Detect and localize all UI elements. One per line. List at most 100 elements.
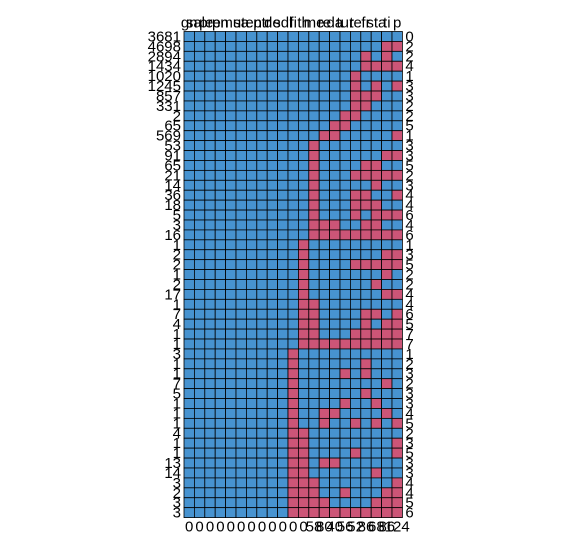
heatmap-cell: [329, 199, 341, 211]
heatmap-cell: [183, 487, 195, 499]
heatmap-cell: [391, 467, 403, 479]
heatmap-cell: [287, 90, 299, 102]
heatmap-cell: [245, 279, 258, 290]
heatmap-cell: [277, 328, 289, 340]
heatmap-cell: [245, 179, 258, 191]
row-count: 18: [164, 197, 181, 214]
heatmap-cell: [329, 31, 341, 42]
heatmap-cell: [297, 209, 310, 221]
heatmap-cell: [183, 408, 195, 419]
heatmap-cell: [318, 457, 331, 469]
heatmap-cell: [235, 269, 247, 280]
row-count: 13: [164, 455, 181, 472]
heatmap-cell: [225, 358, 237, 370]
heatmap-cell: [349, 80, 362, 92]
heatmap-cell: [183, 378, 195, 390]
heatmap-cell: [204, 120, 216, 132]
heatmap-cell: [235, 298, 247, 310]
heatmap-cell: [339, 308, 351, 320]
heatmap-cell: [339, 269, 351, 280]
heatmap-cell: [204, 179, 216, 191]
heatmap-cell: [360, 150, 372, 161]
heatmap-cell: [225, 189, 237, 201]
heatmap-cell: [183, 110, 195, 122]
heatmap-cell: [204, 378, 216, 390]
heatmap-cell: [318, 348, 331, 360]
heatmap-cell: [235, 199, 247, 211]
row-label: 5: [405, 118, 413, 135]
heatmap-cell: [308, 110, 320, 122]
heatmap-cell: [256, 269, 268, 280]
heatmap-cell: [266, 199, 279, 211]
heatmap-cell: [391, 328, 403, 340]
row-label: 4: [405, 485, 413, 502]
heatmap-cell: [204, 358, 216, 370]
heatmap-cell: [308, 90, 320, 102]
heatmap-cell: [308, 60, 320, 72]
heatmap-cell: [339, 279, 351, 290]
heatmap-cell: [235, 398, 247, 409]
column-count: 86: [378, 519, 395, 536]
heatmap-cell: [339, 477, 351, 489]
heatmap-cell: [308, 239, 320, 251]
row-count: 14: [164, 177, 181, 194]
heatmap-cell: [308, 229, 320, 241]
heatmap-cell: [193, 368, 206, 380]
heatmap-cell: [360, 289, 372, 300]
heatmap-cell: [183, 60, 195, 72]
heatmap-cell: [308, 279, 320, 290]
heatmap-cell: [349, 219, 362, 231]
row-count: 14: [164, 465, 181, 482]
heatmap-cell: [360, 90, 372, 102]
heatmap-cell: [287, 477, 299, 489]
heatmap-cell: [308, 318, 320, 330]
row-label: 3: [405, 455, 413, 472]
heatmap-cell: [318, 150, 331, 161]
column-count: 86: [358, 519, 375, 536]
heatmap-cell: [297, 378, 310, 390]
row-count: 65: [164, 118, 181, 135]
heatmap-cell: [287, 41, 299, 52]
heatmap-cell: [266, 130, 279, 142]
heatmap-cell: [349, 60, 362, 72]
row-count: 1: [173, 336, 181, 353]
heatmap-cell: [329, 150, 341, 161]
heatmap-cell: [329, 348, 341, 360]
row-count: 3: [173, 346, 181, 363]
heatmap-cell: [266, 70, 279, 82]
heatmap-cell: [214, 239, 226, 251]
row-count: 4698: [148, 38, 181, 55]
heatmap-cell: [339, 41, 351, 52]
heatmap-cell: [287, 160, 299, 171]
heatmap-cell: [349, 368, 362, 380]
heatmap-cell: [204, 318, 216, 330]
heatmap-cell: [329, 259, 341, 270]
heatmap-cell: [349, 507, 362, 518]
row-label: 6: [405, 306, 413, 323]
heatmap-cell: [256, 150, 268, 161]
column-count: 0: [299, 519, 307, 536]
row-label: 1: [405, 346, 413, 363]
heatmap-cell: [214, 50, 226, 62]
heatmap-cell: [277, 437, 289, 449]
heatmap-cell: [360, 120, 372, 132]
heatmap-cell: [235, 229, 247, 241]
heatmap-cell: [214, 100, 226, 112]
heatmap-cell: [245, 338, 258, 350]
heatmap-cell: [297, 199, 310, 211]
heatmap-cell: [183, 358, 195, 370]
heatmap-cell: [225, 487, 237, 499]
heatmap-cell: [360, 507, 372, 518]
row-count: 1: [173, 366, 181, 383]
heatmap-cell: [256, 437, 268, 449]
column-label: de: [264, 15, 281, 32]
heatmap-cell: [339, 487, 351, 499]
heatmap-cell: [256, 189, 268, 201]
heatmap-cell: [214, 130, 226, 142]
heatmap-cell: [370, 199, 383, 211]
heatmap-cell: [370, 179, 383, 191]
heatmap-cell: [193, 249, 206, 261]
row-label: 2: [405, 376, 413, 393]
heatmap-cell: [266, 358, 279, 370]
heatmap-cell: [360, 209, 372, 221]
